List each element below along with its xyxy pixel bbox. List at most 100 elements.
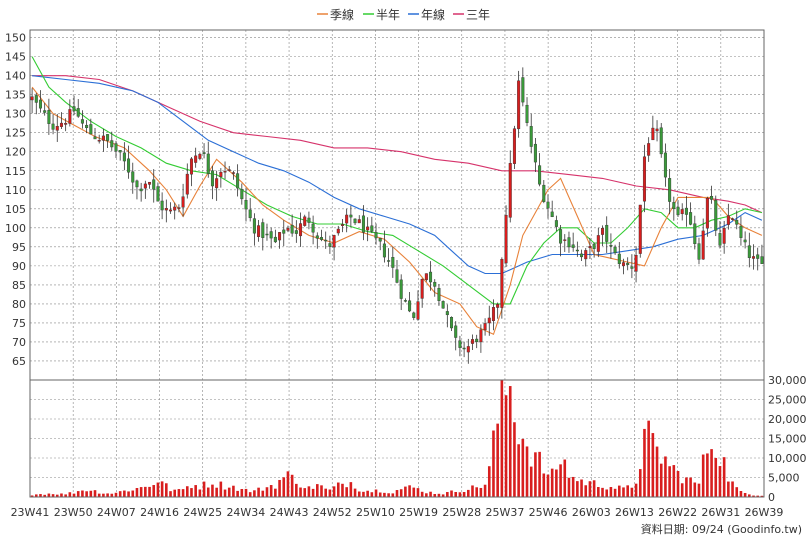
volume-bar xyxy=(81,490,84,497)
candle xyxy=(647,137,651,162)
candle-body xyxy=(563,239,567,241)
volume-bar xyxy=(638,469,642,497)
candle-body xyxy=(34,95,38,103)
volume-bar xyxy=(416,488,420,497)
candle xyxy=(311,215,315,245)
candle-body xyxy=(148,181,152,185)
candle-body xyxy=(370,225,374,232)
candle xyxy=(550,200,554,218)
candle-body xyxy=(567,237,571,248)
volume-bar xyxy=(525,446,529,497)
volume-bar xyxy=(240,488,244,497)
volume-bar xyxy=(387,493,390,497)
volume-bar xyxy=(597,487,600,497)
candle-body xyxy=(160,200,164,211)
volume-bar xyxy=(446,492,449,497)
candle xyxy=(219,168,223,188)
candlesticks xyxy=(30,67,764,364)
candle xyxy=(621,258,625,275)
candle xyxy=(265,223,269,241)
candle-body xyxy=(714,200,718,231)
candle xyxy=(156,182,160,202)
candle xyxy=(504,205,508,267)
candle xyxy=(51,114,55,135)
candle xyxy=(315,232,319,249)
volume-bar xyxy=(324,488,327,497)
candle xyxy=(458,335,462,357)
volume-bar xyxy=(274,488,277,497)
candle xyxy=(106,134,110,148)
candle xyxy=(261,218,265,251)
volume-bar xyxy=(538,451,541,497)
volume-bar xyxy=(64,494,67,497)
volume-bar xyxy=(72,493,76,497)
volume-bar xyxy=(320,485,323,497)
volume-tick-label: 0 xyxy=(768,491,775,504)
candle xyxy=(240,183,244,205)
volume-bar xyxy=(345,487,348,497)
volume-bar xyxy=(190,488,193,497)
volume-bar xyxy=(43,494,46,497)
volume-bar xyxy=(311,488,315,497)
candle-body xyxy=(416,301,420,320)
candle xyxy=(609,233,613,259)
volume-bar xyxy=(173,489,177,497)
price-tick-label: 105 xyxy=(5,203,26,216)
candle-body xyxy=(286,228,290,231)
candle-body xyxy=(752,256,756,259)
candle-body xyxy=(651,127,655,141)
candle xyxy=(408,291,412,313)
volume-bar xyxy=(219,481,223,497)
candle-body xyxy=(328,243,332,247)
candle-body xyxy=(659,127,663,155)
volume-bar xyxy=(412,487,416,497)
volume-bar xyxy=(693,482,697,497)
candle xyxy=(89,118,93,135)
price-tick-label: 115 xyxy=(5,165,26,178)
candle-body xyxy=(630,266,634,269)
price-tick-label: 75 xyxy=(12,317,26,330)
volume-bar xyxy=(454,491,458,497)
candle xyxy=(80,110,84,129)
candle-body xyxy=(282,229,286,234)
volume-bar xyxy=(47,493,51,497)
candle xyxy=(718,221,722,249)
volume-bar xyxy=(752,495,755,497)
volume-bar xyxy=(521,438,525,497)
volume-bar xyxy=(659,463,663,497)
candle-body xyxy=(156,186,160,202)
candle-body xyxy=(743,239,747,243)
volume-bar xyxy=(404,486,407,497)
candle xyxy=(500,257,504,319)
volume-bar xyxy=(399,489,403,497)
candle-body xyxy=(470,339,474,344)
candle xyxy=(152,169,156,203)
candle xyxy=(575,241,579,257)
x-tick-label: 26W22 xyxy=(658,506,697,519)
candle-body xyxy=(592,243,596,249)
candle-body xyxy=(705,198,709,229)
volume-bar xyxy=(429,491,432,497)
volume-bar xyxy=(458,492,462,497)
candle xyxy=(143,180,147,199)
volume-bar xyxy=(588,481,592,497)
candle-body xyxy=(303,216,307,226)
volume-bar xyxy=(131,490,135,497)
candle xyxy=(324,231,328,249)
candle-body xyxy=(152,179,156,190)
candle-body xyxy=(638,204,642,254)
volume-bar xyxy=(93,490,97,497)
candle xyxy=(127,145,131,179)
candle-body xyxy=(676,206,680,216)
candle xyxy=(521,67,525,107)
candle-body xyxy=(508,163,512,218)
legend-item-quarter: 季線 xyxy=(317,7,354,22)
candle-body xyxy=(689,212,693,225)
x-tick-label: 24W52 xyxy=(313,506,352,519)
volume-bar xyxy=(223,489,227,497)
volume-bar xyxy=(253,490,256,497)
volume-bar xyxy=(676,471,680,497)
candle xyxy=(131,162,135,194)
volume-bar xyxy=(269,485,273,497)
